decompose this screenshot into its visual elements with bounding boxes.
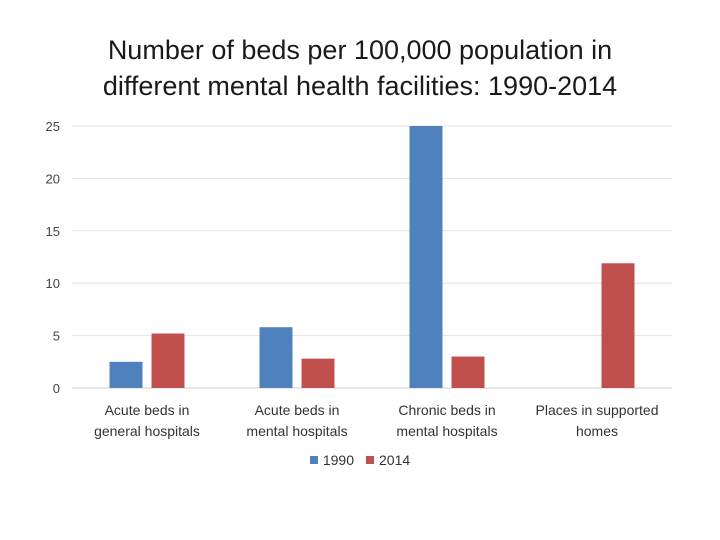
chart-title-line-2: different mental health facilities: 1990…	[102, 71, 618, 101]
bar-2014-4	[601, 263, 635, 388]
chart-title: Number of beds per 100,000 population in…	[40, 32, 680, 104]
legend-swatch-2014	[366, 456, 374, 464]
x-tick-label-3-line-1: Chronic beds in	[398, 402, 495, 418]
chart-title-line-1: Number of beds per 100,000 population in	[107, 35, 613, 65]
bar-2014-1	[151, 333, 185, 388]
x-tick-label-4-line-1: Places in supported	[536, 402, 659, 418]
x-tick-label-1-line-2: general hospitals	[94, 423, 200, 439]
legend-swatch-1990	[309, 456, 318, 464]
bar-2014-3	[451, 356, 485, 388]
bar-1990-1	[109, 361, 143, 388]
bar-2014-2	[301, 358, 335, 388]
x-tick-label-2-line-1: Acute beds in	[255, 402, 340, 418]
y-tick-label-25: 25	[46, 119, 60, 134]
y-tick-label-0: 0	[53, 381, 60, 396]
legend-label-2014: 2014	[379, 452, 411, 468]
y-tick-label-15: 15	[46, 224, 60, 239]
x-tick-label-1-line-1: Acute beds in	[105, 402, 190, 418]
legend-label-1990: 1990	[322, 452, 354, 468]
legend: 1990 2014	[0, 452, 720, 468]
x-tick-label-3-line-2: mental hospitals	[396, 423, 497, 439]
x-tick-label-2-line-2: mental hospitals	[246, 423, 347, 439]
y-tick-label-10: 10	[46, 276, 60, 291]
x-tick-label-4-line-2: homes	[576, 423, 618, 439]
y-tick-label-5: 5	[53, 329, 60, 344]
legend-item-1990: 1990	[309, 452, 354, 468]
bar-1990-3	[409, 126, 443, 388]
bar-1990-2	[259, 327, 293, 388]
y-tick-label-20: 20	[46, 171, 60, 186]
legend-item-2014: 2014	[366, 452, 410, 468]
